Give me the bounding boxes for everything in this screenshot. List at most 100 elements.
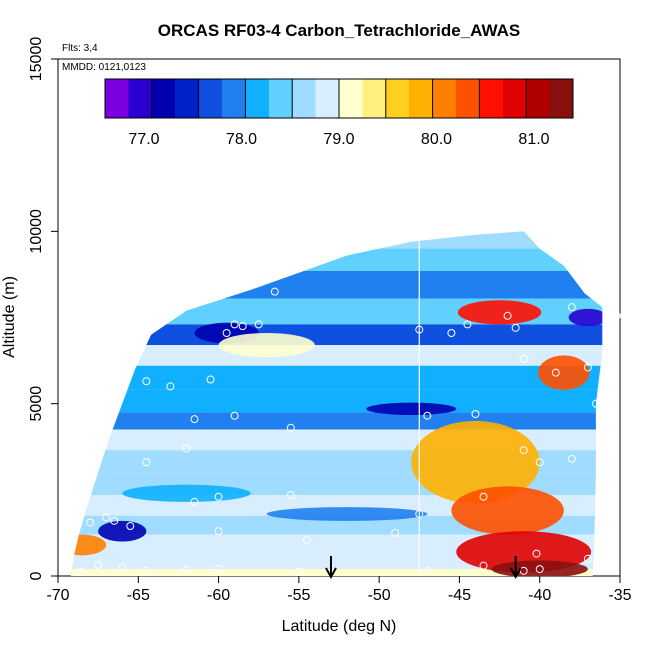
x-tick-label: -65 [127,587,150,604]
sample-points [76,287,621,576]
sample-point [126,522,135,531]
sample-point [535,458,544,467]
sample-point [423,566,432,575]
sample-point [254,320,263,329]
y-tick-label: 5000 [28,386,45,422]
colorbar: 77.0 78.0 79.0 80.0 81.0 [104,78,574,148]
field-anomaly [218,333,315,358]
y-axis: 0 5000 10000 15000 [28,37,58,580]
field-band [70,365,603,390]
field-anomaly [451,486,564,535]
arrow-head [509,567,522,580]
sample-point [551,368,560,377]
sample-point [286,423,295,432]
sample-point [206,375,215,384]
date-note: MMDD: 0121,0123 [62,62,146,73]
colorbar-tick-label: 80.0 [421,131,452,148]
sample-point [519,354,528,363]
x-tick-label: -55 [287,587,310,604]
colorbar-tick-label: 81.0 [518,131,549,148]
field-anomaly [266,507,428,521]
x-tick-label: -70 [46,587,69,604]
arrow-head [325,567,337,580]
sample-point [214,527,223,536]
field-anomaly [491,560,588,577]
sample-point [391,528,400,537]
sample-point [612,311,621,320]
sample-point [591,399,600,408]
sample-point [567,303,576,312]
colorbar-tick-label: 77.0 [128,131,159,148]
sample-point [535,565,544,574]
x-tick-label: -45 [448,587,471,604]
field-band [70,345,603,366]
sample-point [583,363,592,372]
sample-point [118,563,127,572]
colorbar-tick-label: 78.0 [226,131,257,148]
sample-point [94,560,103,569]
y-axis-label: Altitude (m) [1,276,18,358]
field-band [70,569,603,576]
sample-point [415,509,424,518]
sample-point [214,492,223,501]
x-tick-label: -50 [368,587,391,604]
sample-point [415,325,424,334]
field-band [70,412,603,430]
sample-point [182,565,191,574]
sample-point [190,415,199,424]
arrow-markers [325,556,522,580]
colorbar-ticks: 77.0 78.0 79.0 80.0 81.0 [128,79,550,148]
y-tick-label: 10000 [28,209,45,254]
sample-point [471,410,480,419]
sample-point [479,561,488,570]
chart-title: ORCAS RF03-4 Carbon_Tetrachloride_AWAS [158,21,520,40]
colorbar-tick-label: 79.0 [323,131,354,148]
y-tick-label: 15000 [28,37,45,82]
sample-point [519,446,528,455]
sample-point [423,411,432,420]
x-tick-label: -60 [207,587,230,604]
sample-point [511,323,520,332]
sample-point [479,492,488,501]
field-anomaly [122,484,251,502]
sample-point [567,454,576,463]
x-axis-label: Latitude (deg N) [282,618,397,635]
sample-point [463,320,472,329]
sample-point [238,322,247,331]
sample-point [583,554,592,563]
field-anomaly [568,308,603,327]
field-anomaly [366,402,457,416]
sample-point [447,329,456,338]
sample-point [286,491,295,500]
sample-point [182,444,191,453]
sample-point [86,518,95,527]
flights-note: Flts: 3,4 [62,43,98,54]
sample-point [190,497,199,506]
sample-point [302,535,311,544]
sample-point [230,411,239,420]
sample-point [503,311,512,320]
sample-point [532,549,541,558]
sample-point [142,458,151,467]
sample-point [214,565,223,574]
sample-point [270,287,279,296]
field-anomaly [538,355,590,390]
sample-point [230,320,239,329]
field-anomaly [411,420,540,504]
field-band [70,389,603,413]
sample-point [166,382,175,391]
x-tick-label: -35 [608,587,631,604]
field-anomaly [70,534,107,556]
sample-point [110,516,119,525]
sample-point [142,377,151,386]
sample-point [142,566,151,575]
sample-point [76,567,85,576]
x-axis: -70 -65 -60 -55 -50 -45 -40 -35 [46,576,632,604]
sample-point [294,567,303,576]
y-tick-label: 0 [28,571,45,580]
x-tick-label: -40 [528,587,551,604]
sample-point [102,513,111,522]
field-anomaly [457,300,542,325]
field-anomaly [98,520,147,542]
